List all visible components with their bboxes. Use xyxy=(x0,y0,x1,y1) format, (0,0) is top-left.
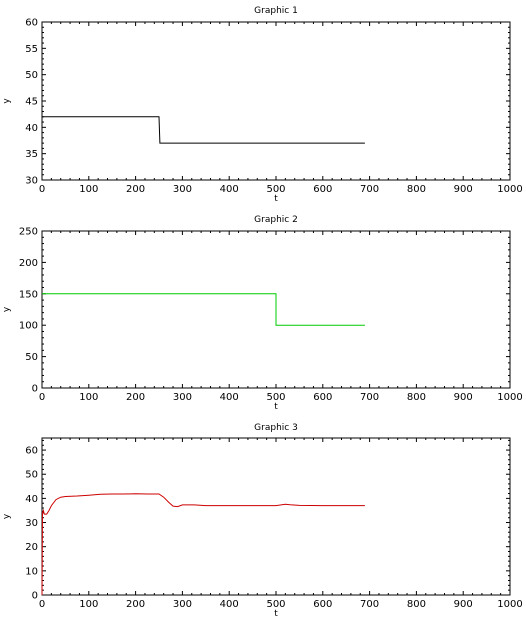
y-tick-label: 60 xyxy=(25,446,38,457)
x-tick-label: 800 xyxy=(407,599,426,610)
y-tick-label: 200 xyxy=(19,258,38,269)
x-tick-label: 1000 xyxy=(497,599,522,610)
y-tick-label: 100 xyxy=(19,321,38,332)
series-line-1 xyxy=(42,293,365,326)
x-axis-label: t xyxy=(274,609,278,619)
y-axis-label: y xyxy=(2,306,12,312)
y-tick-label: 50 xyxy=(25,70,38,81)
x-tick-label: 100 xyxy=(79,392,98,403)
y-tick-label: 250 xyxy=(19,227,38,238)
x-tick-label: 1000 xyxy=(497,392,522,403)
y-tick-label: 20 xyxy=(25,542,38,553)
x-tick-label: 400 xyxy=(220,599,239,610)
x-tick-label: 300 xyxy=(173,184,192,195)
y-tick-label: 50 xyxy=(25,470,38,481)
x-tick-label: 900 xyxy=(454,184,473,195)
x-tick-label: 0 xyxy=(39,599,45,610)
y-tick-label: 60 xyxy=(25,18,38,29)
chart-2: Graphic 20 100 200 300 400 500 600 700 800 900 100… xyxy=(2,215,523,412)
x-tick-label: 500 xyxy=(266,392,285,403)
y-tick-label: 30 xyxy=(25,176,38,187)
y-tick-label: 150 xyxy=(19,289,38,300)
y-tick-label: 40 xyxy=(25,123,38,134)
x-tick-label: 400 xyxy=(220,184,239,195)
x-tick-label: 600 xyxy=(313,599,332,610)
x-tick-label: 100 xyxy=(79,184,98,195)
x-tick-label: 800 xyxy=(407,184,426,195)
x-tick-label: 900 xyxy=(454,599,473,610)
x-tick-label: 300 xyxy=(173,392,192,403)
y-tick-label: 35 xyxy=(25,149,38,160)
y-tick-label: 50 xyxy=(25,352,38,363)
y-tick-label: 30 xyxy=(25,518,38,529)
series-line-1 xyxy=(42,116,365,144)
x-tick-label: 700 xyxy=(360,392,379,403)
chart-3: Graphic 30 100 200 300 400 500 600 700 800 900 100… xyxy=(2,423,523,619)
chart-title: Graphic 3 xyxy=(254,423,298,433)
y-tick-label: 0 xyxy=(32,384,38,395)
x-tick-label: 0 xyxy=(39,392,45,403)
x-axis-label: t xyxy=(274,402,278,412)
y-tick-label: 40 xyxy=(25,494,38,505)
x-tick-label: 1000 xyxy=(497,184,522,195)
chart-title: Graphic 1 xyxy=(254,6,298,16)
y-tick-label: 10 xyxy=(25,566,38,577)
x-tick-label: 300 xyxy=(173,599,192,610)
x-tick-label: 700 xyxy=(360,184,379,195)
x-axis-label: t xyxy=(274,194,278,204)
y-tick-label: 45 xyxy=(25,97,38,108)
y-axis-label: y xyxy=(2,98,12,104)
y-tick-label: 55 xyxy=(25,44,38,55)
x-tick-label: 500 xyxy=(266,184,285,195)
chart-title: Graphic 2 xyxy=(254,215,298,225)
x-tick-label: 100 xyxy=(79,599,98,610)
x-tick-label: 200 xyxy=(126,599,145,610)
x-tick-label: 200 xyxy=(126,184,145,195)
x-tick-label: 0 xyxy=(39,184,45,195)
x-tick-label: 200 xyxy=(126,392,145,403)
x-tick-label: 500 xyxy=(266,599,285,610)
x-tick-label: 700 xyxy=(360,599,379,610)
x-tick-label: 400 xyxy=(220,392,239,403)
x-tick-label: 600 xyxy=(313,392,332,403)
plot-frame xyxy=(41,437,511,596)
series-line-1 xyxy=(41,493,365,596)
x-tick-label: 900 xyxy=(454,392,473,403)
x-tick-label: 600 xyxy=(313,184,332,195)
y-axis-label: y xyxy=(2,513,12,519)
x-tick-label: 800 xyxy=(407,392,426,403)
chart-1: Graphic 1 0 100 200 300 400 500 600 700 800 900 100… xyxy=(2,6,523,204)
plot-frame xyxy=(41,21,511,181)
y-tick-label: 0 xyxy=(32,591,38,602)
